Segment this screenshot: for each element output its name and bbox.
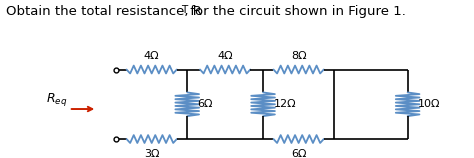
Text: 12Ω: 12Ω <box>273 99 296 109</box>
Text: 4Ω: 4Ω <box>218 51 233 61</box>
Text: 6Ω: 6Ω <box>291 149 306 158</box>
Text: 3Ω: 3Ω <box>144 149 159 158</box>
Text: $R_{eq}$: $R_{eq}$ <box>46 91 67 108</box>
Text: 10Ω: 10Ω <box>418 99 440 109</box>
Text: T: T <box>182 5 188 15</box>
Text: 6Ω: 6Ω <box>198 99 213 109</box>
Text: for the circuit shown in Figure 1.: for the circuit shown in Figure 1. <box>186 5 406 18</box>
Text: 8Ω: 8Ω <box>291 51 306 61</box>
Text: Obtain the total resistance, R: Obtain the total resistance, R <box>6 5 202 18</box>
Text: 4Ω: 4Ω <box>144 51 159 61</box>
